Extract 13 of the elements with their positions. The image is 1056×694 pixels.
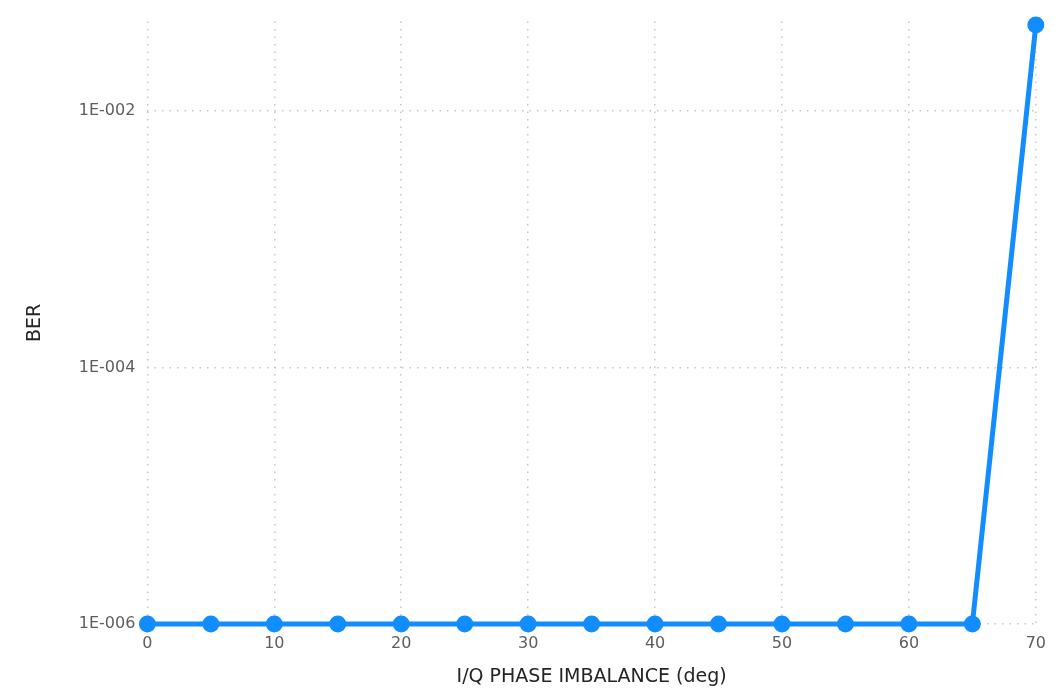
y-tick-label: 1E-006 (78, 613, 136, 633)
x-tick-label: 10 (264, 632, 285, 652)
x-tick-label: 30 (517, 632, 539, 652)
x-axis-title: I/Q PHASE IMBALANCE (deg) (456, 663, 727, 686)
y-axis-title: BER (22, 303, 45, 342)
x-tick-label: 70 (1025, 632, 1046, 652)
x-tick-label: 60 (898, 632, 920, 652)
y-tick-label: 1E-002 (78, 100, 136, 120)
x-tick-label: 40 (644, 632, 666, 652)
x-tick-label: 50 (771, 632, 793, 652)
x-tick-label: 0 (142, 632, 153, 652)
y-tick-label: 1E-004 (78, 356, 136, 376)
x-tick-label: 20 (391, 632, 412, 652)
